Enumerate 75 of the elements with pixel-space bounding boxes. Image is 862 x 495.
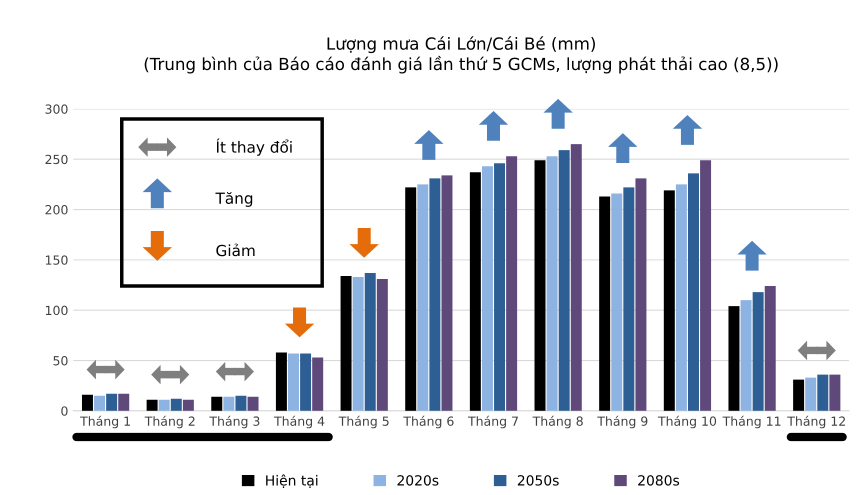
bar [288,353,299,411]
x-tick-label: Tháng 3 [209,416,260,428]
bar [829,374,840,411]
bar [106,394,118,411]
annotation: Ít thay đổi [216,138,292,156]
y-tick-label: 250 [45,154,68,164]
bar [570,144,582,411]
bar [300,353,312,411]
chart-title: Lượng mưa Cái Lớn/Cái Bé (mm) (Trung bình của Báo cáo đánh giá lần thứ 5 GCMs, lượng phát thải cao (8,5)) [144,36,778,74]
legend-label: 2050s [518,475,559,486]
bar [623,187,634,411]
bar [417,184,428,411]
bar [276,352,287,411]
x-tick-label: Tháng 2 [144,416,194,428]
bar [211,396,222,411]
x-tick-label: Tháng 7 [468,416,518,428]
bar [700,160,712,411]
bar [793,380,804,411]
y-tick-label: 50 [53,356,68,366]
bar [764,286,776,411]
x-tick-label: Tháng 12 [787,416,845,428]
bar [688,173,699,411]
bar [82,394,93,411]
legend-label: 2080s [638,475,680,486]
bar [506,156,518,411]
bar [376,279,388,411]
bar [805,378,816,411]
bar [340,276,352,411]
bar [248,396,259,411]
x-tick-label: Tháng 4 [274,416,324,428]
y-tick-label: 100 [46,306,68,316]
bar [364,272,376,411]
x-tick-label: Tháng 10 [658,416,716,428]
bar [546,156,558,411]
bar [182,400,194,411]
bar [752,292,764,411]
bar [740,300,752,411]
bar [494,163,506,411]
bar [312,358,324,411]
bar [470,172,481,411]
bar [558,150,570,411]
bar [170,398,182,411]
bar [405,187,416,411]
bar [223,396,234,411]
x-tick-label: Tháng 1 [80,416,130,428]
legend-label: Hiện tại [266,474,318,488]
x-tick-label: Tháng 9 [597,416,648,428]
bar [635,178,646,411]
bar [534,160,546,411]
x-tick-label: Tháng 5 [338,416,389,428]
bar [352,276,364,411]
bar [817,374,828,411]
bar [146,400,158,411]
y-tick-label: 150 [46,255,68,265]
bar [118,394,130,411]
bar [728,306,740,411]
bar [158,400,170,411]
x-tick-label: Tháng 6 [403,416,454,428]
y-tick-label: 0 [61,406,68,416]
bar [94,396,106,411]
bar [482,166,493,411]
bar [429,178,440,411]
bar [441,175,452,411]
bar [599,196,610,411]
x-tick-label: Tháng 8 [532,416,583,428]
y-tick-label: 200 [45,205,68,214]
y-tick-label: 300 [46,104,68,114]
annotation: Giảm [216,244,255,256]
bar [235,396,246,411]
bar [611,193,622,411]
x-tick-label: Tháng 11 [722,416,780,428]
bar [664,190,675,411]
annotation: Tăng [215,192,252,207]
legend-label: 2020s [397,475,438,486]
bar [676,184,687,411]
